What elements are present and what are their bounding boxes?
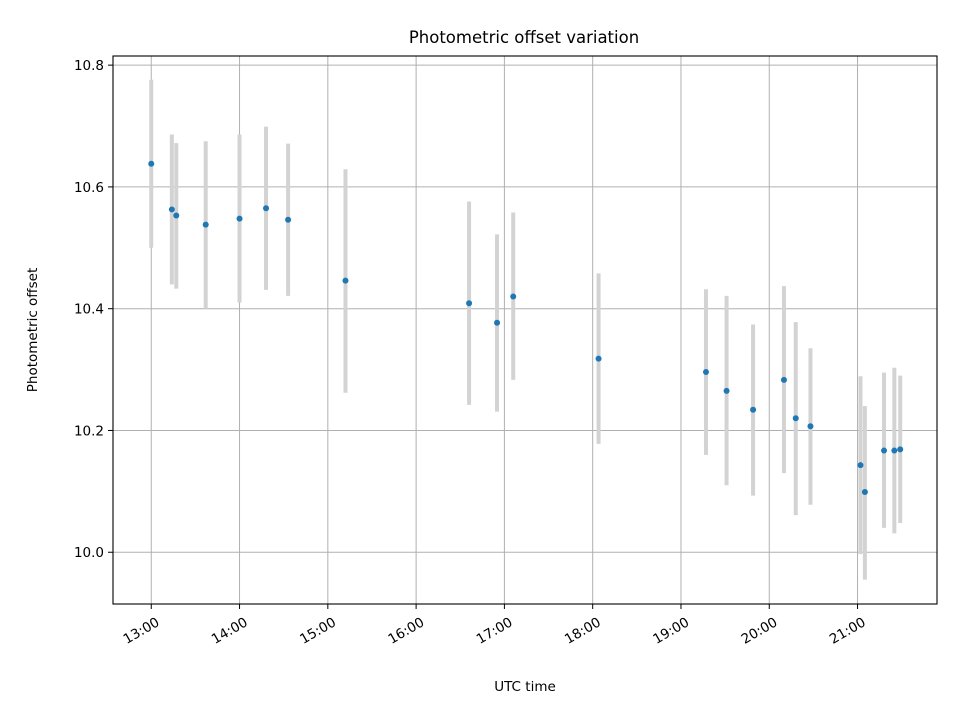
chart-title: Photometric offset variation: [409, 28, 639, 47]
data-point: [723, 387, 730, 394]
data-point: [897, 446, 904, 453]
x-tick-label: 16:00: [385, 614, 427, 647]
data-point: [263, 205, 270, 212]
data-point: [891, 447, 898, 454]
x-axis-ticks: 13:00 14:00 15:00 16:00 17:00 18:00 19:00 20:00…: [121, 604, 869, 648]
data-point: [168, 206, 175, 213]
y-tick-label: 10.4: [74, 302, 104, 318]
y-tick-label: 10.2: [74, 423, 104, 439]
data-point: [148, 160, 155, 167]
x-tick-label: 18:00: [562, 614, 604, 647]
data-point: [466, 300, 473, 307]
x-tick-label: 13:00: [121, 614, 163, 647]
error-bars: [149, 79, 903, 580]
data-point: [881, 447, 888, 454]
y-tick-label: 10.6: [74, 180, 104, 196]
x-tick-label: 14:00: [209, 614, 251, 647]
grid: [113, 56, 937, 604]
data-point: [285, 216, 292, 223]
data-point: [861, 488, 868, 495]
x-tick-label: 19:00: [650, 614, 692, 647]
data-point: [857, 462, 864, 469]
y-tick-label: 10.8: [74, 58, 104, 74]
y-axis-label: Photometric offset: [25, 268, 41, 392]
data-point: [780, 376, 787, 383]
y-tick-label: 10.0: [74, 545, 104, 561]
data-point: [595, 355, 602, 362]
x-tick-label: 20:00: [739, 614, 781, 647]
data-point: [702, 369, 709, 376]
data-point: [494, 319, 501, 326]
x-tick-label: 21:00: [827, 614, 869, 647]
x-axis-label: UTC time: [494, 679, 556, 695]
plot-frame: [112, 55, 938, 605]
data-point: [750, 406, 757, 413]
data-point: [792, 415, 799, 422]
data-point: [202, 221, 209, 228]
data-point: [510, 293, 517, 300]
y-axis-ticks: 10.0 10.2 10.4 10.6 10.8: [74, 58, 113, 561]
data-points: [148, 160, 904, 495]
x-tick-label: 15:00: [297, 614, 339, 647]
data-point: [236, 215, 243, 222]
data-point: [342, 277, 349, 284]
x-tick-label: 17:00: [474, 614, 516, 647]
data-point: [173, 212, 180, 219]
data-point: [807, 423, 814, 430]
